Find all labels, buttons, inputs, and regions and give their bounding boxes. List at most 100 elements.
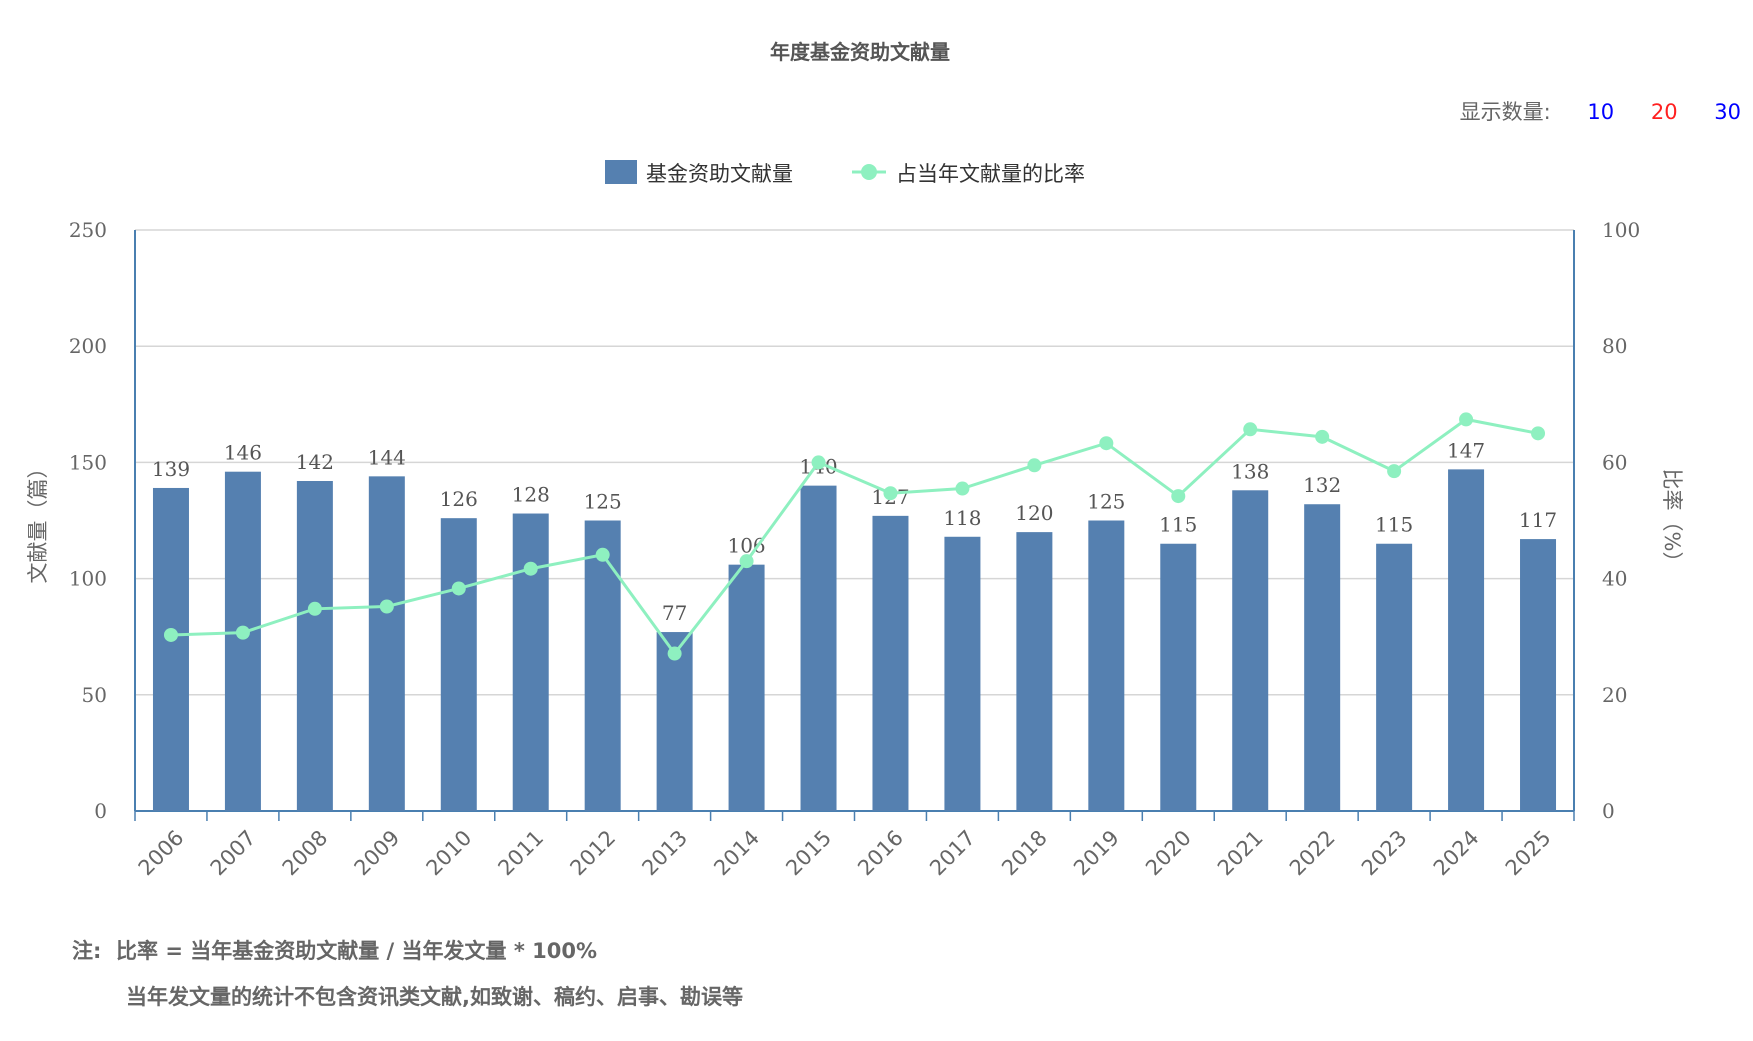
note-prefix: 注: [72, 939, 102, 963]
bar [512, 513, 549, 811]
x-tick-label: 2021 [1213, 826, 1268, 881]
bar-data-label: 147 [1447, 438, 1485, 462]
ratio-point [451, 581, 466, 596]
y-tick-label: 250 [69, 218, 107, 242]
bar-data-label: 106 [727, 534, 765, 558]
ratio-point [1531, 426, 1546, 441]
bar [800, 485, 837, 811]
y2-tick-label: 0 [1602, 799, 1615, 823]
y2-tick-label: 80 [1602, 334, 1627, 358]
ratio-point [1243, 422, 1258, 437]
x-tick-label: 2025 [1501, 826, 1556, 881]
count-option-20[interactable]: 20 [1650, 100, 1678, 124]
x-tick-label: 2011 [493, 826, 548, 881]
bar-data-label: 142 [296, 450, 334, 474]
ratio-point [235, 625, 250, 640]
display-count-label: 显示数量: [1459, 100, 1551, 124]
bar [1016, 532, 1053, 811]
ratio-point [883, 486, 898, 501]
y-tick-label: 200 [69, 334, 107, 358]
note-line-2: 当年发文量的统计不包含资讯类文献,如致谢、稿约、启事、勘误等 [126, 985, 743, 1009]
bar-data-label: 146 [224, 441, 262, 465]
ratio-point [739, 554, 754, 569]
bar [872, 515, 909, 811]
bar-data-label: 115 [1375, 513, 1413, 537]
x-tick-label: 2007 [206, 826, 261, 881]
y2-axis-title: 比率（%） [1660, 469, 1684, 573]
y-tick-label: 0 [94, 799, 107, 823]
y2-tick-label: 60 [1602, 450, 1627, 474]
bar-data-label: 132 [1303, 473, 1341, 497]
ratio-point [307, 601, 322, 616]
ratio-point [1459, 412, 1474, 427]
bar [1376, 543, 1413, 811]
x-tick-label: 2020 [1141, 826, 1196, 881]
bar [1088, 520, 1125, 811]
ratio-point [379, 599, 394, 614]
x-tick-label: 2023 [1357, 826, 1412, 881]
ratio-point [1315, 429, 1330, 444]
x-tick-label: 2017 [925, 826, 980, 881]
bar-data-label: 128 [512, 483, 550, 507]
y-tick-label: 150 [69, 450, 107, 474]
ratio-point [811, 455, 826, 470]
x-tick-label: 2012 [565, 826, 620, 881]
bar-data-label: 118 [943, 506, 981, 530]
bar-data-label: 126 [440, 487, 478, 511]
y-tick-label: 100 [69, 567, 107, 591]
x-tick-label: 2019 [1069, 826, 1124, 881]
bar-data-label: 120 [1015, 501, 1053, 525]
count-option-30[interactable]: 30 [1714, 100, 1741, 124]
ratio-line [170, 417, 1539, 657]
x-tick-label: 2010 [422, 826, 477, 881]
ratio-point [667, 646, 682, 661]
x-tick-label: 2018 [997, 826, 1052, 881]
x-tick-label: 2014 [709, 826, 764, 881]
ratio-point [1171, 489, 1186, 504]
bar-data-label: 117 [1519, 508, 1557, 532]
bar [1304, 504, 1341, 811]
bar [584, 520, 621, 811]
bar [1160, 543, 1197, 811]
x-tick-label: 2008 [278, 826, 333, 881]
bar [440, 518, 477, 811]
chart-title: 年度基金资助文献量 [770, 40, 950, 64]
bar [656, 632, 693, 811]
y2-tick-label: 40 [1602, 567, 1627, 591]
bar [1232, 490, 1269, 811]
ratio-point [1027, 458, 1042, 473]
bar [728, 564, 765, 811]
x-tick-label: 2006 [134, 826, 189, 881]
bar [224, 471, 261, 811]
y-axis-title: 文献量（篇） [26, 458, 50, 584]
x-tick-label: 2022 [1285, 826, 1340, 881]
notes: 注: 比率 = 当年基金资助文献量 / 当年发文量 * 100% 当年发文量的统… [72, 928, 743, 1020]
bar-data-label: 125 [1087, 490, 1125, 514]
y2-tick-label: 20 [1602, 683, 1627, 707]
x-tick-label: 2015 [781, 826, 836, 881]
legend-swatch-bars [605, 160, 637, 184]
bar [944, 536, 981, 811]
x-tick-label: 2016 [853, 826, 908, 881]
bar [296, 480, 333, 811]
count-option-10[interactable]: 10 [1587, 100, 1615, 124]
legend-label-line: 占当年文献量的比率 [896, 162, 1085, 186]
bar [1448, 469, 1485, 811]
x-tick-label: 2013 [637, 826, 692, 881]
bar [368, 476, 405, 811]
bar [152, 487, 189, 811]
bar-data-label: 125 [584, 490, 622, 514]
ratio-point [1099, 436, 1114, 451]
ratio-point [595, 547, 610, 562]
bar [1520, 539, 1557, 811]
bar-data-label: 139 [152, 457, 190, 481]
y-tick-label: 50 [82, 683, 107, 707]
note-line-1: 比率 = 当年基金资助文献量 / 当年发文量 * 100% [116, 939, 598, 963]
bar-data-label: 77 [662, 601, 687, 625]
ratio-point [955, 481, 970, 496]
legend-label-bars: 基金资助文献量 [646, 162, 793, 186]
bar-data-label: 138 [1231, 459, 1269, 483]
ratio-point [1387, 464, 1402, 479]
y2-tick-label: 100 [1602, 218, 1640, 242]
